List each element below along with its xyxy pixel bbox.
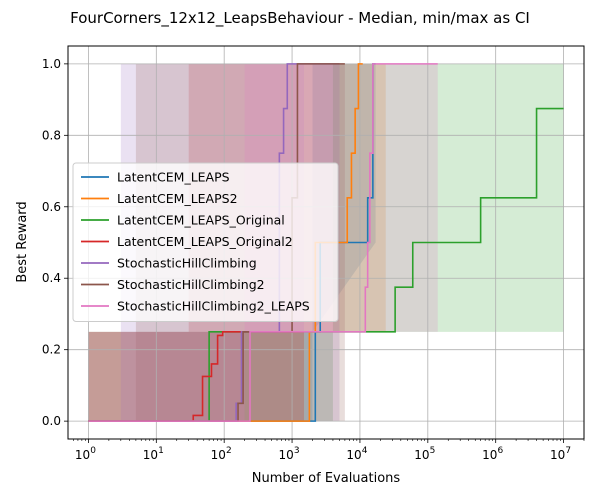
x-tick-label: 100 [75,446,96,462]
y-tick-label: 0.6 [42,200,61,214]
legend-label: StochasticHillClimbing2 [117,277,265,292]
y-tick-label: 0.2 [42,343,61,357]
y-tick-label: 0.0 [42,414,61,428]
series-lines [88,63,564,422]
legend-label: StochasticHillClimbing2_LEAPS [117,299,310,314]
y-axis-label: Best Reward [15,201,30,282]
band-LatentCEM_LEAPS_Original [88,63,564,422]
plot-frame [67,45,585,440]
legend: LatentCEM_LEAPS LatentCEM_LEAPS2 LatentCEM… [72,162,339,322]
legend-label: LatentCEM_LEAPS_Original2 [117,234,293,249]
x-tick-label: 106 [482,446,503,462]
y-axis: 0.0 0.2 0.4 0.6 0.8 1.0 [42,57,68,428]
y-tick-label: 0.4 [42,271,61,285]
x-tick-label: 105 [414,446,435,462]
legend-label: LatentCEM_LEAPS_Original [117,213,285,228]
x-tick-label: 104 [346,446,367,462]
x-tick-label: 107 [550,446,571,462]
legend-label: StochasticHillClimbing [117,256,257,271]
y-tick-label: 0.8 [42,128,61,142]
x-axis-label: Number of Evaluations [252,471,401,486]
legend-label: LatentCEM_LEAPS [117,170,230,185]
series-line-StochasticHillClimbing2_LEAPS [88,63,438,422]
x-tick-label: 103 [279,446,300,462]
x-axis: 100 101 102 103 104 105 106 107 [73,439,585,462]
x-tick-label: 101 [143,446,164,462]
y-tick-label: 1.0 [42,57,61,71]
series-line-LatentCEM_LEAPS_Original [88,107,564,422]
legend-box [72,162,339,322]
x-tick-label: 102 [211,446,232,462]
legend-label: LatentCEM_LEAPS2 [117,191,238,206]
chart-title: FourCorners_12x12_LeapsBehaviour - Media… [70,9,530,28]
series-line-LatentCEM_LEAPS_Original2 [88,331,305,422]
